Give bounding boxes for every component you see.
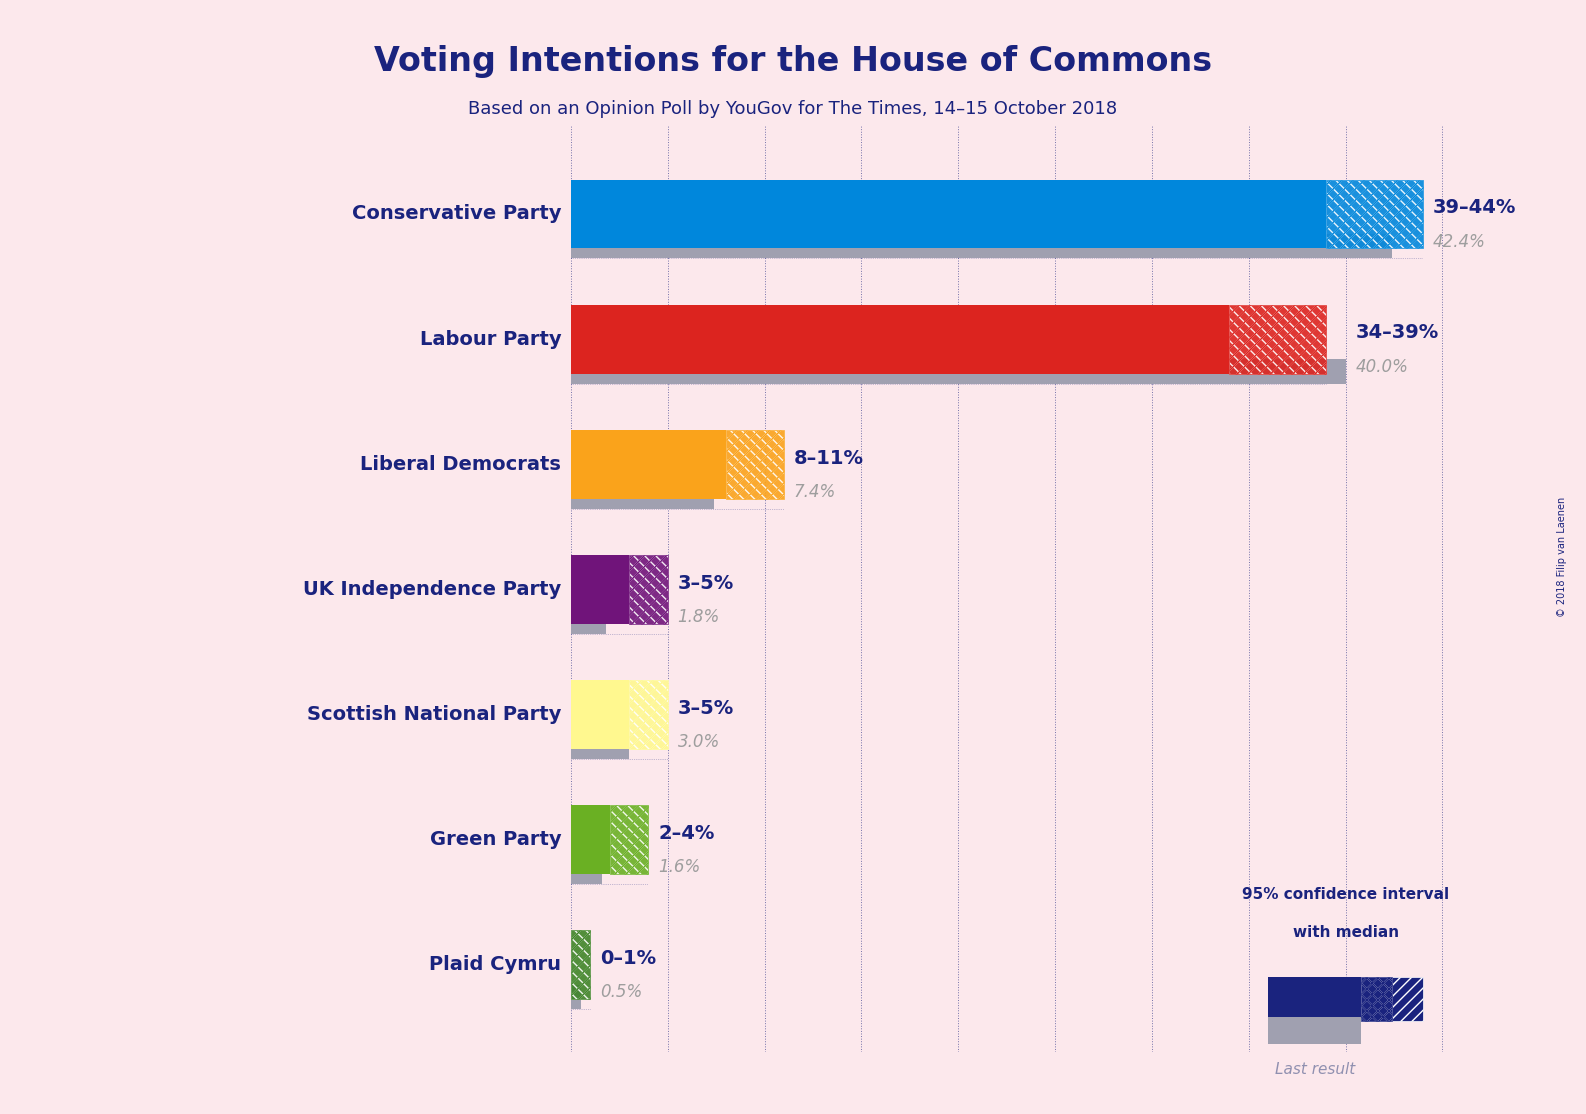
- Bar: [571, 179, 1326, 248]
- Bar: [1229, 305, 1326, 373]
- Bar: [571, 234, 1393, 258]
- Bar: [571, 985, 580, 1009]
- Text: 2–4%: 2–4%: [658, 824, 715, 843]
- Bar: [571, 609, 606, 634]
- Text: 34–39%: 34–39%: [1356, 323, 1439, 342]
- Text: Green Party: Green Party: [430, 830, 561, 849]
- Bar: [1229, 305, 1326, 373]
- Text: 3.0%: 3.0%: [677, 733, 720, 751]
- Bar: [571, 681, 630, 749]
- Text: 3–5%: 3–5%: [677, 698, 734, 717]
- Bar: [1326, 179, 1423, 248]
- Bar: [571, 930, 590, 999]
- Text: Labour Party: Labour Party: [420, 330, 561, 349]
- Text: Conservative Party: Conservative Party: [352, 205, 561, 224]
- Text: 0–1%: 0–1%: [600, 949, 657, 968]
- Bar: [1269, 977, 1361, 1022]
- Bar: [1393, 977, 1423, 1022]
- Bar: [630, 681, 668, 749]
- Text: 40.0%: 40.0%: [1356, 358, 1408, 375]
- Text: with median: with median: [1293, 925, 1399, 940]
- Text: Based on an Opinion Poll by YouGov for The Times, 14–15 October 2018: Based on an Opinion Poll by YouGov for T…: [468, 100, 1118, 118]
- Bar: [630, 555, 668, 624]
- Bar: [630, 555, 668, 624]
- Bar: [1326, 179, 1423, 248]
- Text: © 2018 Filip van Laenen: © 2018 Filip van Laenen: [1557, 497, 1567, 617]
- Text: Liberal Democrats: Liberal Democrats: [360, 455, 561, 473]
- Text: 7.4%: 7.4%: [793, 482, 836, 501]
- Text: 95% confidence interval: 95% confidence interval: [1242, 887, 1450, 902]
- Bar: [630, 681, 668, 749]
- Bar: [571, 305, 1229, 373]
- Bar: [571, 805, 609, 874]
- Text: Voting Intentions for the House of Commons: Voting Intentions for the House of Commo…: [374, 45, 1212, 78]
- Text: 3–5%: 3–5%: [677, 574, 734, 593]
- Text: 8–11%: 8–11%: [793, 449, 864, 468]
- Text: 1.6%: 1.6%: [658, 858, 701, 877]
- Bar: [571, 555, 630, 624]
- Bar: [571, 360, 1345, 383]
- Bar: [571, 430, 726, 499]
- Bar: [726, 430, 783, 499]
- Text: 1.8%: 1.8%: [677, 608, 720, 626]
- Text: Last result: Last result: [1275, 1063, 1354, 1077]
- Text: Scottish National Party: Scottish National Party: [308, 705, 561, 724]
- Bar: [571, 485, 714, 509]
- Text: 39–44%: 39–44%: [1432, 198, 1516, 217]
- Text: 42.4%: 42.4%: [1432, 233, 1486, 251]
- Bar: [571, 860, 603, 885]
- Bar: [571, 930, 590, 999]
- Bar: [609, 805, 649, 874]
- Text: Plaid Cymru: Plaid Cymru: [430, 956, 561, 975]
- Bar: [1361, 977, 1393, 1022]
- Bar: [1361, 977, 1393, 1022]
- Text: 0.5%: 0.5%: [600, 984, 642, 1001]
- Bar: [571, 735, 630, 759]
- Bar: [609, 805, 649, 874]
- Bar: [1269, 1017, 1361, 1044]
- Text: UK Independence Party: UK Independence Party: [303, 580, 561, 599]
- Bar: [726, 430, 783, 499]
